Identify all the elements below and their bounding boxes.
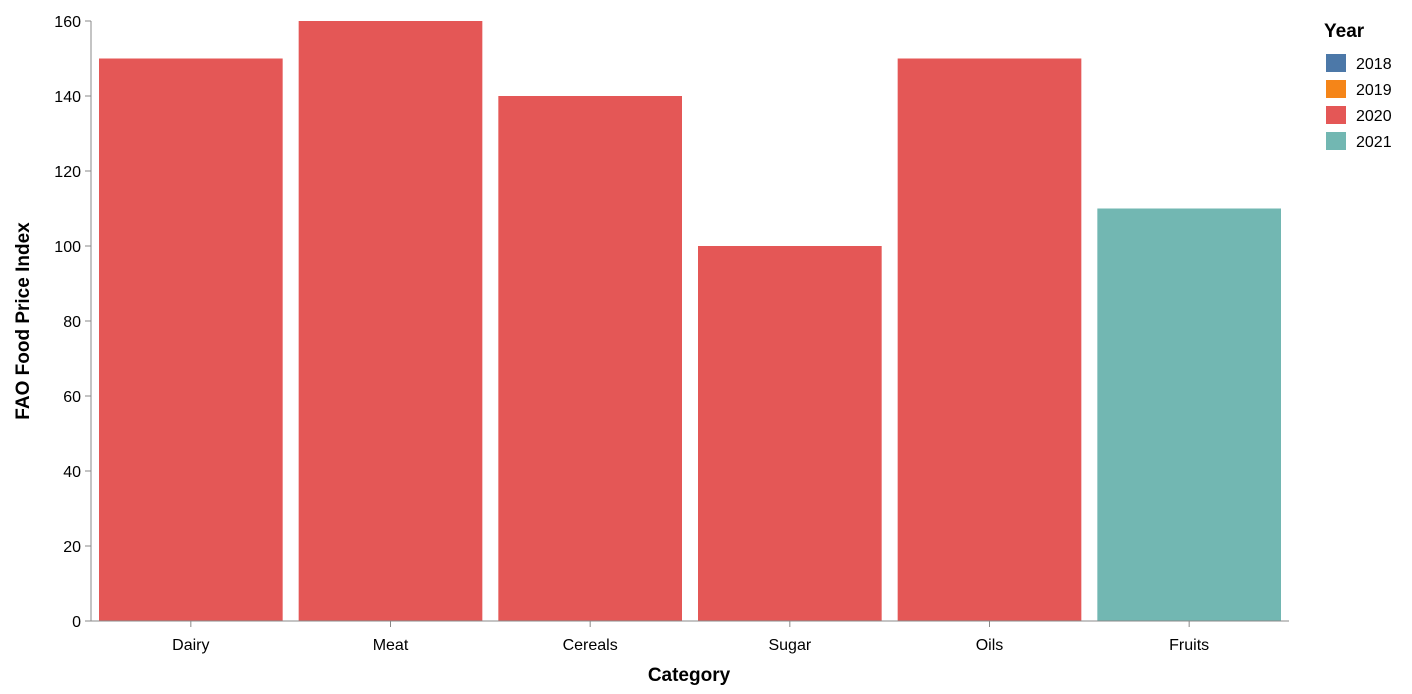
legend-swatch-2020 bbox=[1326, 106, 1346, 124]
x-tick-label-dairy: Dairy bbox=[172, 637, 209, 654]
bar-meat-2020 bbox=[298, 21, 483, 621]
y-tick-label: 160 bbox=[54, 14, 81, 31]
bar-sugar-2020 bbox=[698, 246, 882, 621]
y-tick-label: 60 bbox=[63, 389, 81, 406]
legend-swatch-2021 bbox=[1326, 132, 1346, 150]
x-axis-title: Category bbox=[648, 665, 731, 686]
legend-label-2019: 2019 bbox=[1356, 82, 1392, 99]
y-tick-label: 20 bbox=[63, 539, 81, 556]
y-tick-label: 140 bbox=[54, 89, 81, 106]
x-tick-label-oils: Oils bbox=[976, 637, 1004, 654]
y-tick-label: 80 bbox=[63, 314, 81, 331]
legend-swatch-2018 bbox=[1326, 54, 1346, 72]
x-axis: Dairy Meat Cereals Sugar Oils Fruits bbox=[91, 620, 1289, 654]
y-tick-label: 100 bbox=[54, 239, 81, 256]
legend-label-2021: 2021 bbox=[1356, 134, 1392, 151]
bar-fruits-2021 bbox=[1097, 208, 1281, 621]
bar-oils-2020 bbox=[897, 58, 1082, 621]
y-tick-label: 40 bbox=[63, 464, 81, 481]
y-tick-label: 0 bbox=[72, 614, 81, 631]
bars-group bbox=[99, 21, 1281, 621]
y-axis-title: FAO Food Price Index bbox=[13, 222, 34, 420]
x-tick-label-fruits: Fruits bbox=[1169, 637, 1209, 654]
legend-label-2020: 2020 bbox=[1356, 108, 1392, 125]
legend: Year 2018 2019 2020 2021 bbox=[1324, 21, 1392, 151]
bar-dairy-2020 bbox=[99, 58, 283, 621]
y-axis: 0 20 40 60 80 100 120 140 160 bbox=[54, 14, 92, 631]
x-tick-label-meat: Meat bbox=[373, 637, 409, 654]
x-tick-label-sugar: Sugar bbox=[768, 637, 811, 654]
legend-swatch-2019 bbox=[1326, 80, 1346, 98]
x-tick-label-cereals: Cereals bbox=[563, 637, 618, 654]
legend-label-2018: 2018 bbox=[1356, 56, 1392, 73]
bar-cereals-2020 bbox=[498, 96, 682, 621]
y-tick-label: 120 bbox=[54, 164, 81, 181]
legend-title: Year bbox=[1324, 21, 1365, 42]
